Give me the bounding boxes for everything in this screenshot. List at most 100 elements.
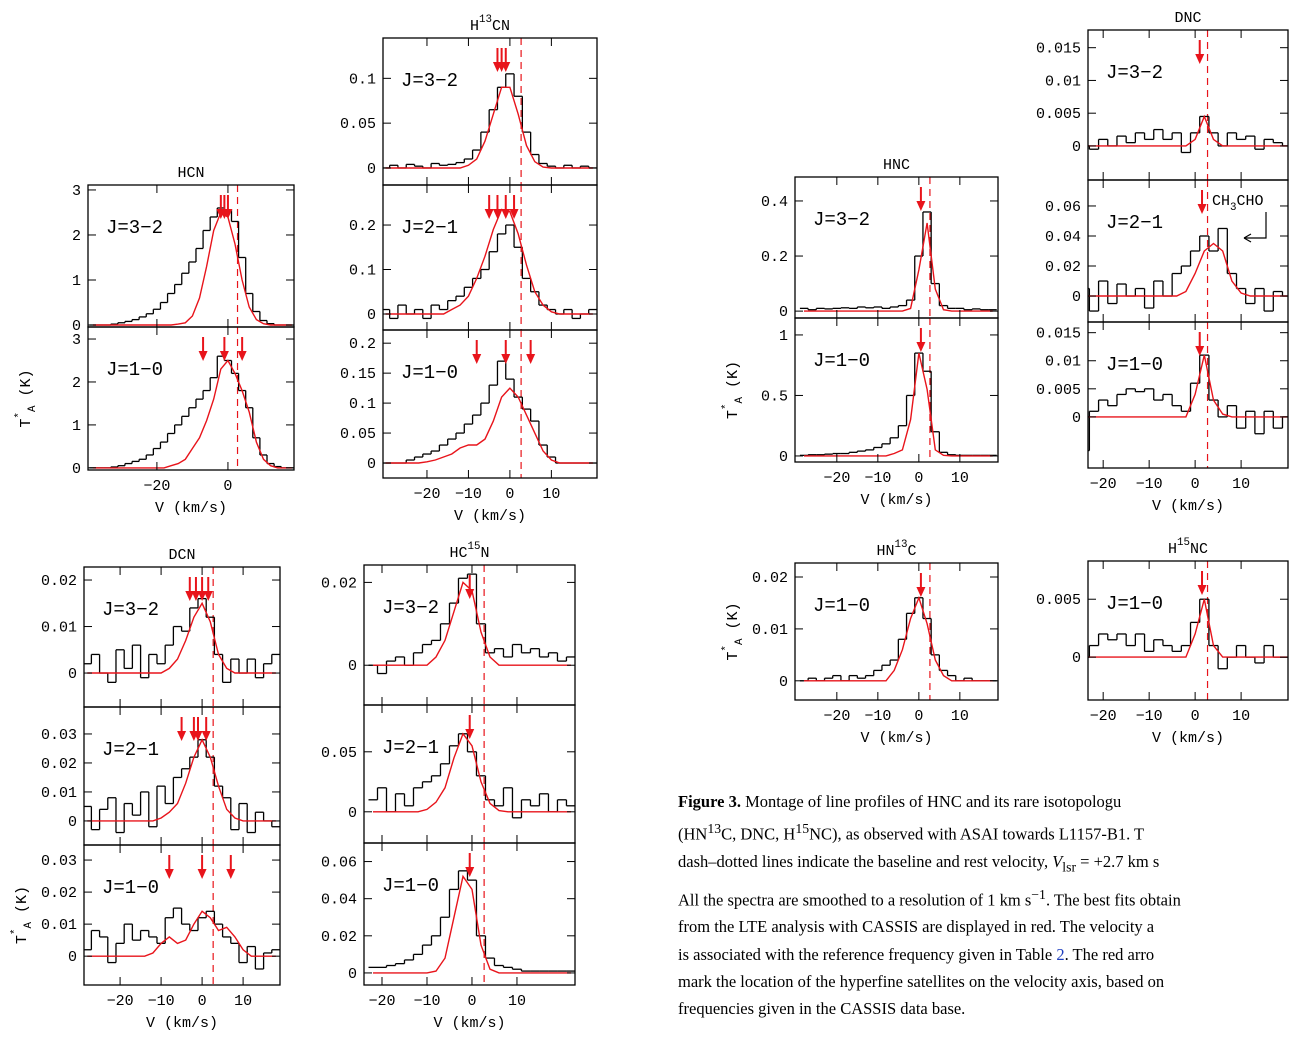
caption-text: . The red arro [1064,944,1155,964]
transition-label: J=1−0 [106,359,163,381]
plot-area [84,845,280,985]
hyperfine-arrowhead [509,209,519,219]
x-tick-label: −10 [1136,476,1163,493]
x-tick-label: −20 [368,993,395,1010]
fit-line [373,874,571,974]
text-part: 3 [1230,202,1236,214]
y-tick-label: 0.1 [349,263,376,280]
plot-area [799,177,997,318]
y-tick-label: 0 [1072,410,1081,427]
x-axis-label: V (km/s) [1152,498,1224,515]
hyperfine-arrowhead [223,209,233,219]
x-axis-label: V (km/s) [1152,730,1224,747]
x-tick-label: 10 [1232,708,1250,725]
y-tick-label: 0.005 [1036,592,1081,609]
annotation-arrowhead [1243,233,1252,243]
transition-label: J=3−2 [1106,62,1163,84]
panel-frame [794,317,999,463]
y-tick-label: 0.02 [41,756,77,773]
caption-text: −1 [1031,886,1046,902]
y-tick-label: 0.02 [321,929,357,946]
caption-line: from the LTE analysis with CASSIS are di… [678,913,1298,940]
y-tick-label: 0.01 [41,620,77,637]
text-part: (K) [725,603,742,639]
y-tick-label: 0.01 [1045,354,1081,371]
y-tick-label: 0.015 [1036,326,1081,343]
panel-title: HC15N [450,541,490,562]
y-tick-label: 0 [779,304,788,321]
text-part: T [18,418,35,427]
plot-area [383,185,597,330]
y-tick-label: 0.05 [321,745,357,762]
panel-frame [1087,321,1289,469]
hyperfine-arrowhead [465,729,475,739]
x-tick-label: 10 [542,486,560,503]
plot-area [383,330,597,478]
y-tick-label: 0.01 [752,622,788,639]
y-tick-label: 0.04 [321,892,357,909]
hyperfine-arrowhead [1197,204,1207,214]
x-tick-label: 10 [951,708,969,725]
text-part: CH [1212,193,1230,210]
text-part: * [10,929,22,935]
transition-label: J=1−0 [813,350,870,372]
fit-line [87,738,276,822]
caption-text: mark the location of the hyperfine satel… [678,972,1165,992]
hyperfine-arrowhead [197,591,207,601]
text-part: H [470,18,479,35]
plot-area [84,567,280,707]
y-tick-label: 0.03 [41,853,77,870]
hyperfine-arrowhead [226,869,236,879]
panel-frame [87,184,295,328]
x-tick-label: 10 [234,993,252,1010]
x-tick-label: 0 [1191,476,1200,493]
panel-title: DNC [1174,10,1201,27]
hyperfine-arrowhead [191,591,201,601]
hyperfine-arrowhead [501,209,511,219]
plot-area [368,565,575,705]
hyperfine-arrowhead [492,209,502,219]
text-part: DCN [168,547,195,564]
caption-text: lsr [1062,859,1077,875]
y-tick-label: 1 [72,273,81,290]
y-tick-label: 0 [72,461,81,478]
x-tick-label: 10 [508,993,526,1010]
hyperfine-arrowhead [916,342,926,352]
y-tick-label: 0 [367,456,376,473]
caption-line: mark the location of the hyperfine satel… [678,968,1298,995]
x-axis-label: V (km/s) [454,508,526,525]
transition-label: J=2−1 [1106,212,1163,234]
text-part: 15 [468,541,481,553]
y-tick-label: 0.1 [349,396,376,413]
hyperfine-arrowhead [472,354,482,364]
y-tick-label: 3 [72,332,81,349]
hyperfine-arrowhead [164,869,174,879]
y-tick-label: 0.1 [349,71,376,88]
fit-line [385,387,593,464]
x-tick-label: 10 [1232,476,1250,493]
y-tick-label: 0.005 [1036,106,1081,123]
text-part: HNC [883,157,910,174]
transition-label: J=1−0 [1106,354,1163,376]
x-tick-label: −10 [864,708,891,725]
text-part: T [725,410,742,419]
hyperfine-arrowhead [193,731,203,741]
x-tick-label: −20 [823,470,850,487]
plot-area [89,327,294,470]
y-tick-label: 0.06 [1045,199,1081,216]
x-axis-label: V (km/s) [860,730,932,747]
y-tick-label: 0 [68,949,77,966]
plot-area [1088,322,1288,468]
fit-line [385,86,593,169]
caption-text: (HN [678,824,708,844]
text-part: 13 [479,14,492,26]
text-part: CHO [1237,193,1264,210]
fit-line [373,732,571,813]
y-tick-label: 0.01 [41,917,77,934]
y-tick-label: 0.05 [340,116,376,133]
table-link[interactable]: 2 [1056,944,1065,964]
fit-line [93,211,292,326]
text-part: HCN [177,165,204,182]
hyperfine-arrowhead [237,351,247,361]
plot-area [89,185,294,327]
